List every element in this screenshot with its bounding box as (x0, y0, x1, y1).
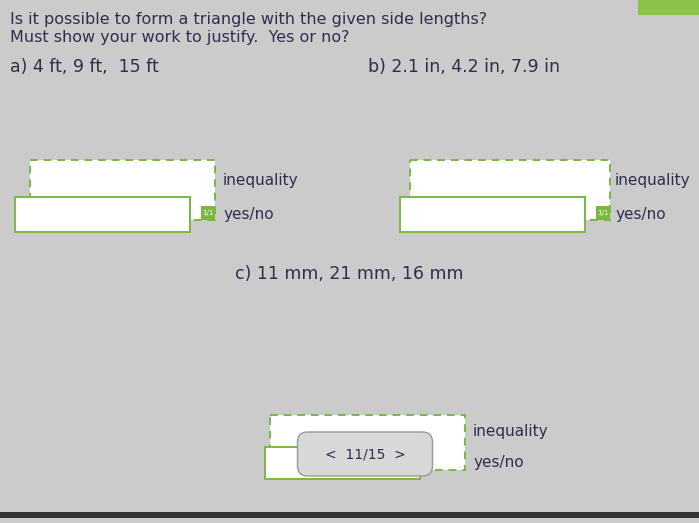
Bar (410, 160, 610, 220)
Text: 1/1: 1/1 (202, 210, 214, 216)
Bar (201, 206, 215, 220)
FancyBboxPatch shape (298, 432, 433, 476)
Bar (30, 160, 215, 220)
Text: c) 11 mm, 21 mm, 16 mm: c) 11 mm, 21 mm, 16 mm (235, 265, 463, 283)
Text: a) 4 ft, 9 ft,  15 ft: a) 4 ft, 9 ft, 15 ft (10, 58, 159, 76)
Bar (15, 197, 190, 232)
Text: yes: yes (275, 454, 304, 472)
Text: yes/no: yes/no (223, 207, 273, 222)
Text: no: no (25, 206, 45, 223)
Text: inequality: inequality (615, 174, 691, 188)
Text: Must show your work to justify.  Yes or no?: Must show your work to justify. Yes or n… (10, 30, 350, 45)
Bar (270, 415, 465, 470)
Text: Is it possible to form a triangle with the given side lengths?: Is it possible to form a triangle with t… (10, 12, 487, 27)
Text: inequality: inequality (223, 174, 298, 188)
Text: b) 2.1 in, 4.2 in, 7.9 in: b) 2.1 in, 4.2 in, 7.9 in (368, 58, 560, 76)
Bar (265, 447, 420, 479)
Bar (0, 512, 699, 518)
Bar (400, 197, 585, 232)
Text: no: no (410, 206, 431, 223)
Text: <  11/15  >: < 11/15 > (324, 447, 405, 461)
Text: yes/no: yes/no (473, 456, 524, 471)
Text: yes/no: yes/no (615, 207, 665, 222)
Bar (596, 206, 610, 220)
Text: inequality: inequality (473, 424, 549, 439)
Text: 1/1: 1/1 (598, 210, 609, 216)
Bar (638, 0, 699, 15)
